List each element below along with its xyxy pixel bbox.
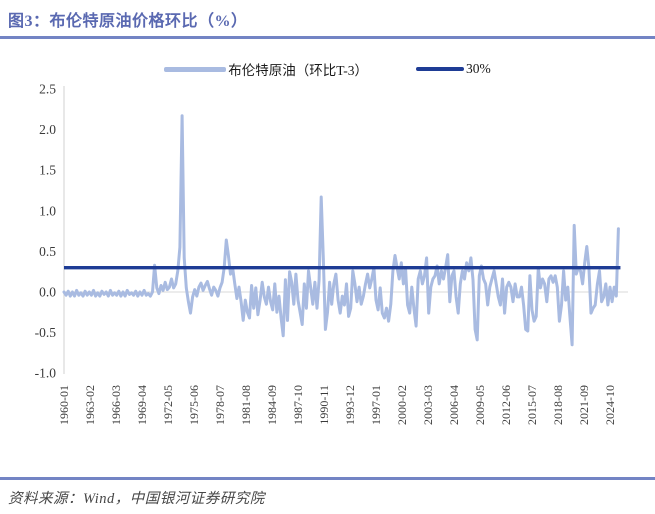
legend-label-reference: 30%	[466, 61, 491, 76]
x-tick-label: 1990-11	[317, 385, 331, 425]
y-tick-label: 0.5	[39, 244, 56, 259]
y-tick-label: -0.5	[35, 325, 57, 340]
x-tick-label: 1963-02	[83, 385, 97, 425]
x-tick-label: 1975-06	[187, 385, 201, 425]
x-tick-label: 1978-07	[213, 385, 227, 425]
chart-title: 图3：布伦特原油价格环比（%）	[8, 13, 248, 30]
source-note: 资料来源：Wind，中国银河证券研究院	[8, 491, 265, 507]
x-tick-label: 2018-08	[551, 385, 565, 425]
y-tick-label: -1.0	[35, 366, 57, 381]
x-tick-label: 2021-09	[577, 385, 591, 425]
x-tick-label: 2024-10	[603, 385, 617, 425]
x-tick-label: 1997-01	[369, 385, 383, 425]
y-tick-label: 1.0	[39, 203, 56, 218]
x-tick-label: 1993-12	[343, 385, 357, 425]
x-tick-label: 1969-04	[135, 385, 149, 425]
title-underline	[0, 36, 655, 39]
footer-divider	[0, 477, 655, 480]
chart-legend: 布伦特原油（环比T-3） 30%	[0, 59, 655, 79]
legend-item-reference: 30%	[416, 61, 491, 77]
y-tick-label: 1.5	[39, 163, 56, 178]
legend-swatch-brent	[164, 66, 227, 72]
x-tick-label: 2009-05	[473, 385, 487, 425]
x-tick-label: 1972-05	[161, 385, 175, 425]
x-tick-label: 2015-07	[525, 385, 539, 425]
y-tick-label: 2.0	[39, 122, 56, 137]
legend-item-brent: 布伦特原油（环比T-3）	[164, 59, 368, 79]
x-tick-label: 1987-10	[291, 385, 305, 425]
x-tick-label: 1960-01	[57, 385, 71, 425]
x-tick-label: 1981-08	[239, 385, 253, 425]
brent-series-line	[62, 114, 620, 347]
y-tick-label: 0.0	[39, 285, 56, 300]
x-tick-label: 1984-09	[265, 385, 279, 425]
x-tick-label: 1966-03	[109, 385, 123, 425]
x-tick-label: 2012-06	[499, 385, 513, 425]
legend-label-brent: 布伦特原油（环比T-3）	[228, 63, 368, 78]
x-tick-label: 2006-04	[447, 385, 461, 425]
x-tick-label: 2000-02	[395, 385, 409, 425]
legend-swatch-reference	[416, 67, 464, 71]
x-tick-label: 2003-03	[421, 385, 435, 425]
y-tick-label: 2.5	[39, 82, 56, 97]
